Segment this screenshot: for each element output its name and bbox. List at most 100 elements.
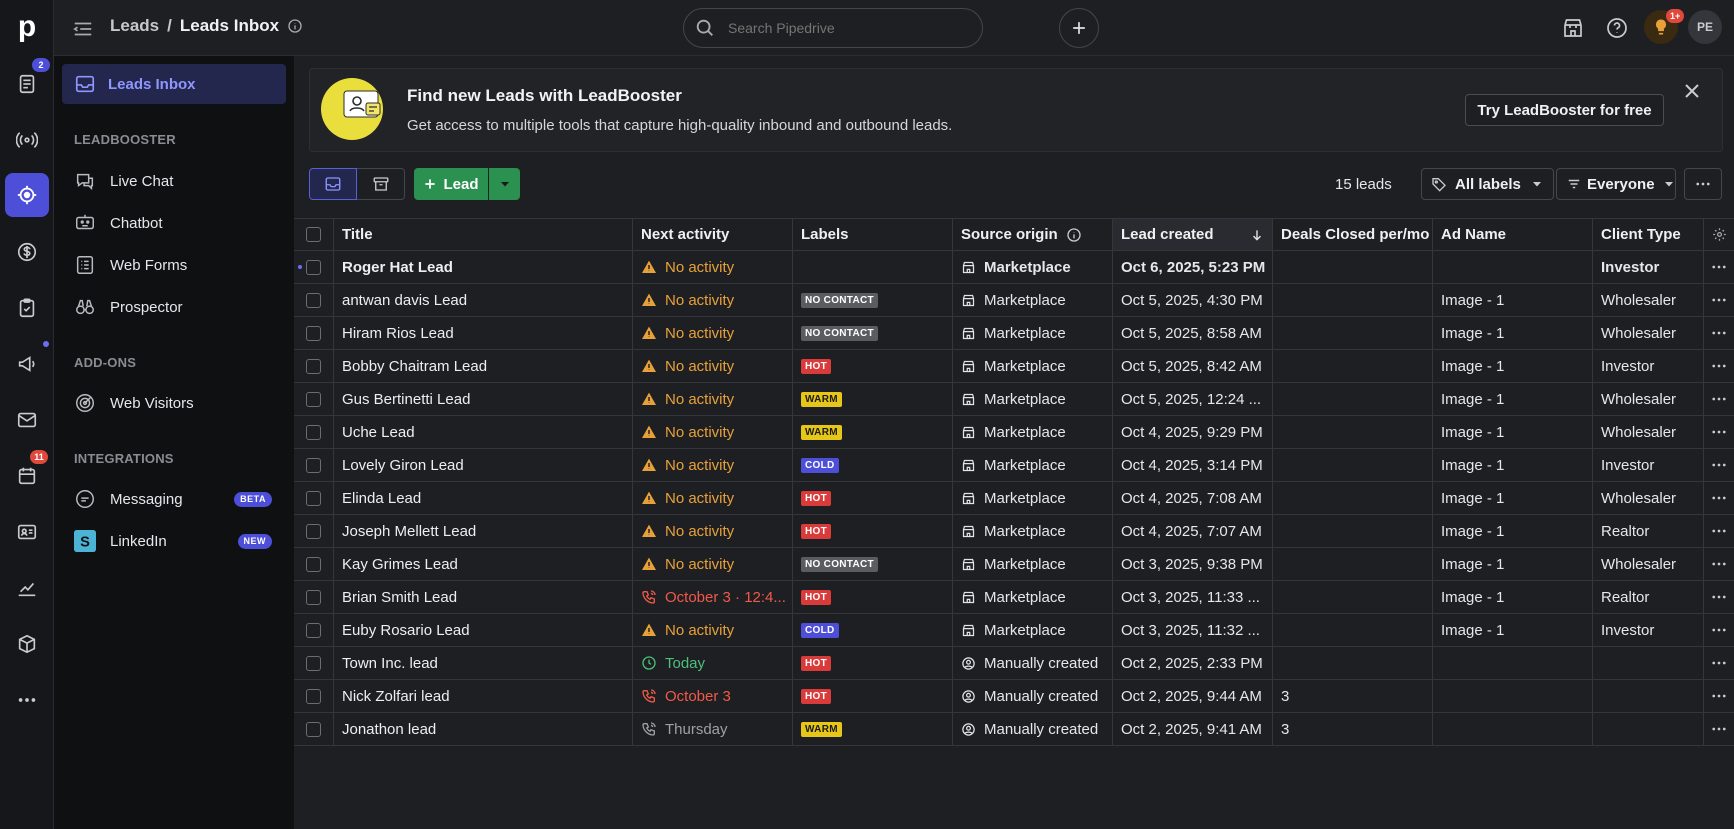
help-question-icon[interactable] bbox=[1605, 16, 1629, 40]
client-type-cell[interactable] bbox=[1593, 680, 1704, 712]
deals-closed-cell[interactable] bbox=[1273, 515, 1433, 547]
next-activity-cell[interactable]: Today bbox=[633, 647, 793, 679]
campaigns-broadcast-icon[interactable] bbox=[5, 118, 49, 162]
client-type-cell[interactable] bbox=[1593, 647, 1704, 679]
client-type-cell[interactable]: Wholesaler bbox=[1593, 383, 1704, 415]
row-checkbox[interactable] bbox=[306, 391, 321, 407]
info-icon[interactable] bbox=[1066, 227, 1082, 243]
products-box-icon[interactable] bbox=[5, 622, 49, 666]
row-more-icon[interactable] bbox=[1710, 621, 1728, 639]
client-type-cell[interactable]: Realtor bbox=[1593, 581, 1704, 613]
ad-name-cell[interactable]: Image - 1 bbox=[1433, 581, 1593, 613]
deals-closed-cell[interactable] bbox=[1273, 647, 1433, 679]
table-row[interactable]: Kay Grimes Lead No activity NO CONTACT Mark… bbox=[294, 548, 1734, 581]
row-checkbox[interactable] bbox=[306, 622, 321, 638]
table-row[interactable]: Bobby Chaitram Lead No activity HOT Marketp… bbox=[294, 350, 1734, 383]
row-checkbox[interactable] bbox=[306, 556, 321, 572]
next-activity-cell[interactable]: No activity bbox=[633, 383, 793, 415]
deals-closed-cell[interactable] bbox=[1273, 251, 1433, 283]
ad-name-cell[interactable]: Image - 1 bbox=[1433, 449, 1593, 481]
row-more-icon[interactable] bbox=[1710, 654, 1728, 672]
more-apps-icon[interactable] bbox=[5, 678, 49, 722]
table-row[interactable]: Lovely Giron Lead No activity COLD Marketpl… bbox=[294, 449, 1734, 482]
row-checkbox[interactable] bbox=[306, 259, 321, 275]
deals-closed-cell[interactable] bbox=[1273, 284, 1433, 316]
row-more-icon[interactable] bbox=[1710, 423, 1728, 441]
ad-name-cell[interactable]: Image - 1 bbox=[1433, 383, 1593, 415]
next-activity-cell[interactable]: October 3 bbox=[633, 680, 793, 712]
lead-title[interactable]: Elinda Lead bbox=[334, 482, 633, 514]
row-more-icon[interactable] bbox=[1710, 720, 1728, 738]
ad-name-cell[interactable]: Image - 1 bbox=[1433, 284, 1593, 316]
sort-descending-icon[interactable] bbox=[1250, 228, 1264, 242]
row-more-icon[interactable] bbox=[1710, 456, 1728, 474]
ad-name-cell[interactable] bbox=[1433, 647, 1593, 679]
sidebar-item-web-visitors[interactable]: Web Visitors bbox=[74, 390, 284, 416]
ad-name-cell[interactable]: Image - 1 bbox=[1433, 548, 1593, 580]
labels-cell[interactable]: WARM bbox=[793, 713, 953, 745]
labels-cell[interactable]: COLD bbox=[793, 614, 953, 646]
search-input[interactable] bbox=[728, 20, 968, 36]
deals-closed-cell[interactable]: 3 bbox=[1273, 713, 1433, 745]
deals-closed-cell[interactable] bbox=[1273, 581, 1433, 613]
row-more-icon[interactable] bbox=[1710, 357, 1728, 375]
row-checkbox[interactable] bbox=[306, 655, 321, 671]
lead-title[interactable]: Kay Grimes Lead bbox=[334, 548, 633, 580]
table-row[interactable]: Joseph Mellett Lead No activity HOT Marketp… bbox=[294, 515, 1734, 548]
sidebar-item-chatbot[interactable]: Chatbot bbox=[74, 210, 284, 236]
add-lead-dropdown-button[interactable] bbox=[489, 168, 520, 200]
user-avatar[interactable]: PE bbox=[1688, 10, 1722, 44]
deals-closed-cell[interactable]: 3 bbox=[1273, 680, 1433, 712]
table-row[interactable]: Hiram Rios Lead No activity NO CONTACT Mark… bbox=[294, 317, 1734, 350]
try-leadbooster-button[interactable]: Try LeadBooster for free bbox=[1465, 94, 1664, 126]
row-checkbox[interactable] bbox=[306, 358, 321, 374]
inbox-view-toggle[interactable] bbox=[309, 168, 357, 200]
lead-title[interactable]: Town Inc. lead bbox=[334, 647, 633, 679]
lead-title[interactable]: Gus Bertinetti Lead bbox=[334, 383, 633, 415]
col-labels[interactable]: Labels bbox=[793, 219, 953, 250]
lead-title[interactable]: Uche Lead bbox=[334, 416, 633, 448]
table-row[interactable]: Town Inc. lead Today HOT Manually created Oc… bbox=[294, 647, 1734, 680]
row-more-icon[interactable] bbox=[1710, 390, 1728, 408]
col-source-origin[interactable]: Source origin bbox=[953, 219, 1113, 250]
client-type-cell[interactable]: Investor bbox=[1593, 614, 1704, 646]
table-row[interactable]: Euby Rosario Lead No activity COLD Marketpl… bbox=[294, 614, 1734, 647]
row-checkbox[interactable] bbox=[306, 490, 321, 506]
sidebar-item-messaging[interactable]: Messaging BETA bbox=[74, 486, 284, 512]
owner-filter-dropdown[interactable]: Everyone bbox=[1556, 168, 1676, 200]
ad-name-cell[interactable] bbox=[1433, 680, 1593, 712]
client-type-cell[interactable]: Wholesaler bbox=[1593, 317, 1704, 349]
next-activity-cell[interactable]: Thursday bbox=[633, 713, 793, 745]
deals-closed-cell[interactable] bbox=[1273, 350, 1433, 382]
lead-title[interactable]: Lovely Giron Lead bbox=[334, 449, 633, 481]
contacts-card-icon[interactable] bbox=[5, 510, 49, 554]
next-activity-cell[interactable]: No activity bbox=[633, 515, 793, 547]
deals-closed-cell[interactable] bbox=[1273, 614, 1433, 646]
table-row[interactable]: Nick Zolfari lead October 3 HOT Manually cr… bbox=[294, 680, 1734, 713]
calendar-icon[interactable] bbox=[5, 454, 49, 498]
next-activity-cell[interactable]: No activity bbox=[633, 548, 793, 580]
table-row[interactable]: Roger Hat Lead No activity Marketplace Oct … bbox=[294, 251, 1734, 284]
sidebar-item-leads-inbox[interactable]: Leads Inbox bbox=[62, 64, 286, 104]
ad-name-cell[interactable]: Image - 1 bbox=[1433, 515, 1593, 547]
labels-cell[interactable]: WARM bbox=[793, 383, 953, 415]
deals-dollar-icon[interactable] bbox=[5, 230, 49, 274]
row-more-icon[interactable] bbox=[1710, 522, 1728, 540]
lead-title[interactable]: Joseph Mellett Lead bbox=[334, 515, 633, 547]
row-more-icon[interactable] bbox=[1710, 291, 1728, 309]
client-type-cell[interactable]: Investor bbox=[1593, 350, 1704, 382]
lead-title[interactable]: Roger Hat Lead bbox=[334, 251, 633, 283]
ad-name-cell[interactable] bbox=[1433, 251, 1593, 283]
labels-cell[interactable]: NO CONTACT bbox=[793, 284, 953, 316]
quick-add-button[interactable] bbox=[1059, 8, 1099, 48]
labels-cell[interactable]: HOT bbox=[793, 350, 953, 382]
sidebar-item-live-chat[interactable]: Live Chat bbox=[74, 168, 284, 194]
table-row[interactable]: Gus Bertinetti Lead No activity WARM Market… bbox=[294, 383, 1734, 416]
row-checkbox[interactable] bbox=[306, 292, 321, 308]
breadcrumb-leads[interactable]: Leads bbox=[110, 16, 160, 35]
client-type-cell[interactable] bbox=[1593, 713, 1704, 745]
row-more-icon[interactable] bbox=[1710, 489, 1728, 507]
col-next-activity[interactable]: Next activity bbox=[633, 219, 793, 250]
ad-name-cell[interactable]: Image - 1 bbox=[1433, 416, 1593, 448]
row-checkbox[interactable] bbox=[306, 325, 321, 341]
